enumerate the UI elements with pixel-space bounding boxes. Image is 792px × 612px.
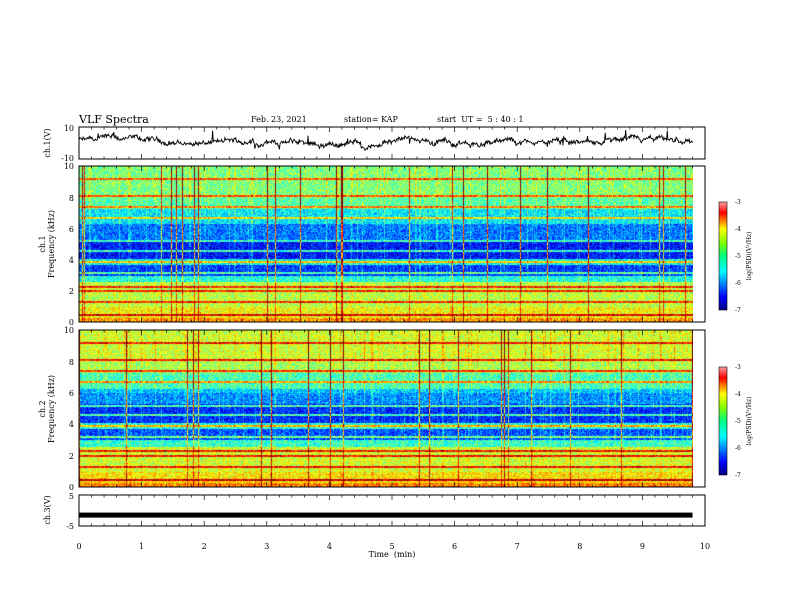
ch1-colorbar-gradient — [718, 201, 728, 311]
ch3-waveform-band — [79, 512, 693, 518]
xtick-8: 8 — [577, 542, 582, 551]
xtick-7: 7 — [515, 542, 520, 551]
ch2-spectrogram-image — [79, 330, 693, 487]
x-axis: 0 1 2 3 4 5 6 7 8 9 10 Time (min) — [76, 542, 710, 559]
figure-title: VLF Spectra — [78, 113, 149, 126]
ch1-ytick-0: 0 — [69, 318, 74, 327]
ch2-ytick-0: 0 — [69, 483, 74, 492]
ch1-cbar-tick--4: -4 — [735, 226, 741, 233]
ch2-spec-label: ch.2 — [38, 400, 47, 417]
xtick-2: 2 — [202, 542, 207, 551]
station-label: station= KAP — [344, 115, 399, 124]
ch3-ytick-bottom: -5 — [66, 522, 74, 531]
xtick-1: 1 — [139, 542, 144, 551]
ch1-spectrogram-ticks — [78, 166, 706, 322]
xtick-0: 0 — [76, 542, 81, 551]
ch1-frequency-label: Frequency (kHz) — [47, 210, 56, 278]
ch2-cbar-tick--7: -7 — [735, 472, 741, 479]
ch1-cbar-tick--7: -7 — [735, 307, 741, 314]
ch2-spectrogram-ticks — [78, 330, 706, 487]
ch1-ytick-10: 10 — [64, 162, 74, 171]
xtick-3: 3 — [264, 542, 269, 551]
ch2-spectrogram-panel: 10 8 6 4 2 0 ch.2 Frequency (kHz) — [38, 326, 706, 492]
x-axis-label: Time (min) — [369, 550, 416, 559]
ch2-colorbar-label: log(PSD)(V²/Hz) — [746, 397, 753, 446]
start-time-label: start UT = 5 : 40 : 1 — [437, 115, 524, 124]
ch2-ytick-8: 8 — [69, 358, 74, 367]
date-label: Feb. 23, 2021 — [251, 115, 307, 124]
ch1-ytick-bottom: -10 — [61, 154, 74, 163]
ch3-waveform-panel: 5 -5 ch.3(V) — [43, 492, 706, 531]
ch3-waveform-ticks — [78, 495, 706, 526]
ch2-ytick-10: 10 — [64, 326, 74, 335]
ch1-waveform-line — [78, 129, 693, 151]
ch1-ylabel: ch.1(V) — [43, 128, 52, 157]
xtick-4: 4 — [327, 542, 332, 551]
ch1-spec-label: ch.1 — [38, 235, 47, 252]
ch2-ytick-6: 6 — [69, 389, 74, 398]
ch1-spectrogram-image — [79, 166, 693, 322]
ch3-waveform-frame — [78, 494, 706, 527]
ch1-waveform-panel: 10 -10 ch.1(V) — [43, 124, 706, 163]
ch1-spectrogram-panel: 10 8 6 4 2 0 ch.1 Frequency (kHz) — [38, 162, 706, 327]
xtick-9: 9 — [640, 542, 645, 551]
ch2-colorbar-gradient — [718, 366, 728, 476]
ch3-ytick-top: 5 — [69, 492, 74, 501]
ch2-cbar-tick--6: -6 — [735, 445, 741, 452]
ch1-ytick-2: 2 — [69, 287, 74, 296]
ch2-ytick-2: 2 — [69, 452, 74, 461]
ch1-ytick-6: 6 — [69, 225, 74, 234]
ch1-cbar-tick--5: -5 — [735, 253, 741, 260]
ch1-ytick-top: 10 — [64, 124, 74, 133]
ch1-cbar-tick--3: -3 — [735, 199, 741, 206]
xtick-5: 5 — [389, 542, 394, 551]
ch1-waveform-ticks — [78, 127, 706, 159]
ch2-colorbar: -3 -4 -5 -6 -7 log(PSD)(V²/Hz) — [718, 364, 753, 479]
ch2-cbar-tick--4: -4 — [735, 391, 741, 398]
xtick-10: 10 — [700, 542, 710, 551]
ch1-cbar-tick--6: -6 — [735, 280, 741, 287]
ch1-colorbar: -3 -4 -5 -6 -7 log(PSD)(V²/Hz) — [718, 199, 753, 314]
ch1-ytick-8: 8 — [69, 194, 74, 203]
ch3-ylabel: ch.3(V) — [43, 495, 52, 524]
ch1-colorbar-label: log(PSD)(V²/Hz) — [746, 232, 753, 281]
xtick-6: 6 — [452, 542, 457, 551]
ch2-frequency-label: Frequency (kHz) — [47, 375, 56, 443]
ch2-cbar-tick--5: -5 — [735, 418, 741, 425]
ch2-cbar-tick--3: -3 — [735, 364, 741, 371]
ch1-ytick-4: 4 — [69, 256, 74, 265]
ch2-ytick-4: 4 — [69, 420, 74, 429]
